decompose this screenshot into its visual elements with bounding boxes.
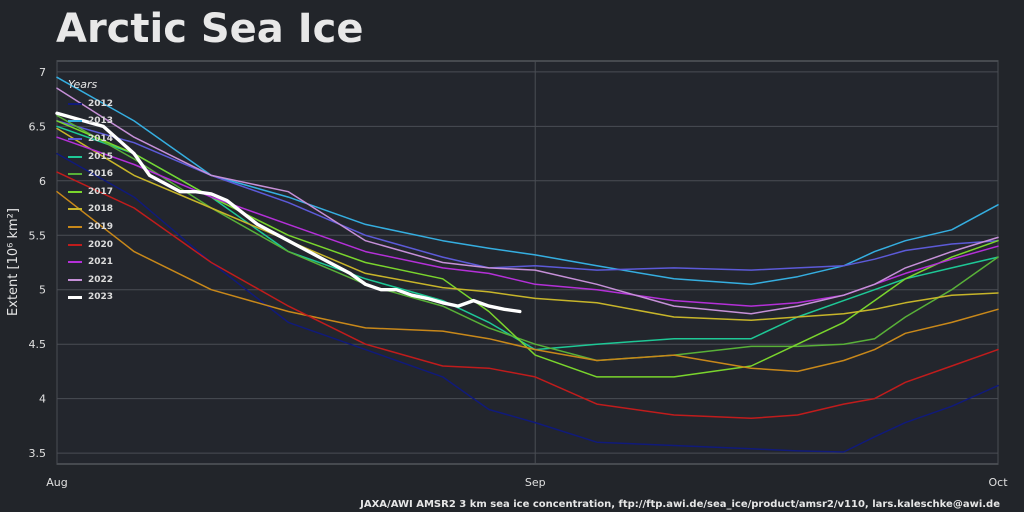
y-tick-label: 4.5	[29, 338, 47, 351]
legend-label: 2022	[88, 274, 114, 285]
legend-item-2017: 2017	[68, 183, 132, 201]
legend-label: 2012	[88, 98, 114, 109]
legend-item-2022: 2022	[68, 271, 132, 289]
legend-label: 2018	[88, 204, 114, 215]
legend-label: 2020	[88, 239, 114, 250]
legend-label: 2017	[88, 186, 114, 197]
legend-entries: 2012 2013 2014 2015 2016 2017 2018 2019 2020 2021…	[68, 95, 132, 306]
series-lines	[55, 76, 999, 453]
y-axis-ticks: 3.5 4 4.5 5 5.5 6 6.5 7	[29, 66, 47, 460]
legend-swatch	[68, 102, 82, 105]
y-tick-label: 3.5	[29, 447, 47, 460]
y-tick-label: 6	[39, 175, 46, 188]
legend-item-2019: 2019	[68, 218, 132, 236]
legend-swatch	[68, 190, 82, 193]
series-line-2014	[56, 120, 999, 271]
legend-swatch	[68, 243, 82, 246]
series-line-2015	[56, 125, 999, 351]
legend-item-2020: 2020	[68, 236, 132, 254]
y-tick-label: 7	[39, 66, 46, 79]
legend-swatch	[68, 120, 82, 123]
series-line-2020	[56, 171, 999, 420]
y-tick-label: 4	[39, 393, 46, 406]
plot-area	[56, 60, 999, 465]
legend-item-2023: 2023	[68, 289, 132, 307]
series-line-2019	[56, 190, 999, 373]
y-tick-label: 6.5	[29, 120, 47, 133]
y-tick-label: 5	[39, 284, 46, 297]
legend-label: 2016	[88, 169, 114, 180]
legend-swatch	[68, 208, 82, 211]
legend-item-2015: 2015	[68, 148, 132, 166]
series-line-2022	[56, 87, 999, 315]
legend-label: 2021	[88, 257, 114, 268]
legend-item-2018: 2018	[68, 201, 132, 219]
legend-label: 2014	[88, 133, 114, 144]
legend-swatch	[68, 261, 82, 264]
legend-item-2021: 2021	[68, 253, 132, 271]
legend-swatch	[68, 173, 82, 176]
x-axis-ticks: Aug Sep Oct	[46, 476, 1008, 489]
legend-swatch	[68, 295, 82, 299]
y-tick-label: 5.5	[29, 229, 47, 242]
series-line-2018	[56, 127, 999, 321]
y-axis-label: Extent [10⁶ km²]	[6, 208, 21, 316]
legend-label: 2023	[88, 292, 114, 303]
legend-swatch	[68, 137, 82, 140]
legend-label: 2013	[88, 116, 114, 127]
series-line-2017	[56, 120, 999, 378]
data-source-credit: JAXA/AWI AMSR2 3 km sea ice concentratio…	[360, 499, 1000, 510]
legend-swatch	[68, 278, 82, 281]
x-tick-label: Aug	[46, 476, 67, 489]
legend-swatch	[68, 225, 82, 228]
legend-title: Years	[68, 78, 98, 91]
series-line-2023	[55, 111, 522, 314]
legend-swatch	[68, 155, 82, 158]
x-tick-label: Oct	[988, 476, 1008, 489]
legend-label: 2019	[88, 221, 114, 232]
legend-label: 2015	[88, 151, 114, 162]
series-line-2013	[56, 76, 999, 286]
legend-item-2014: 2014	[68, 130, 132, 148]
x-tick-label: Sep	[525, 476, 546, 489]
legend-item-2013: 2013	[68, 113, 132, 131]
legend: Years 2012 2013 2014 2015 2016 2017 2018 2019 20…	[68, 78, 132, 306]
series-line-2021	[56, 136, 999, 307]
legend-item-2012: 2012	[68, 95, 132, 113]
series-line-2012	[56, 152, 999, 453]
legend-item-2016: 2016	[68, 165, 132, 183]
page-title: Arctic Sea Ice	[56, 6, 364, 52]
